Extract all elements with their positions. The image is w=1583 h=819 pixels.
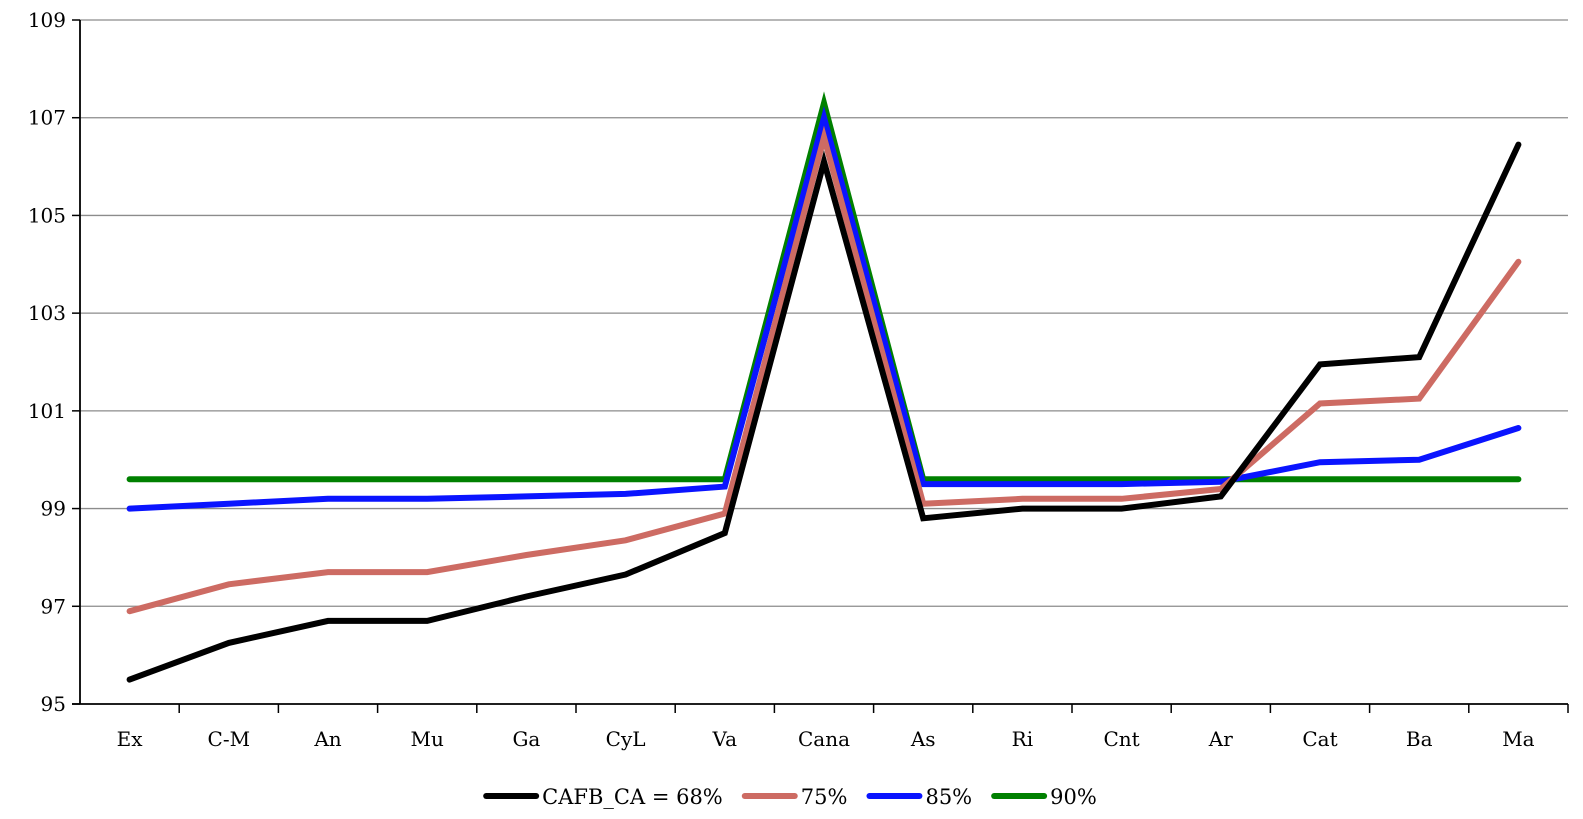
- x-tick-label: Ri: [1012, 727, 1033, 751]
- legend: CAFB_CA = 68% 75% 85% 90%: [483, 785, 1097, 809]
- legend-label: CAFB_CA = 68%: [542, 785, 723, 809]
- x-tick-label: As: [910, 727, 936, 751]
- x-tick-label: CyL: [606, 727, 646, 751]
- x-tick-label: Ex: [117, 727, 144, 751]
- x-tick-label: Ga: [512, 727, 540, 751]
- series-line: [126, 141, 1522, 683]
- legend-label: 75%: [801, 785, 848, 809]
- y-tick-label: 103: [28, 301, 66, 325]
- x-tick-label: C-M: [208, 727, 251, 751]
- x-tick-label: Ba: [1406, 727, 1433, 751]
- y-tick-label: 99: [41, 497, 66, 521]
- x-tick-label: Va: [712, 727, 738, 751]
- y-tick-label: 97: [41, 594, 66, 618]
- legend-label: 85%: [925, 785, 972, 809]
- axes: 95 97 99 101 103 105 107 109 Ex C-M An Mu Ga CyL Va Can…: [28, 8, 1569, 751]
- legend-label: 90%: [1050, 785, 1097, 809]
- series-lines: [126, 91, 1522, 683]
- y-tick-label: 101: [28, 399, 66, 423]
- x-tick-label: Cat: [1302, 727, 1337, 751]
- x-tick-label: Cnt: [1103, 727, 1139, 751]
- x-tick-label: Mu: [411, 727, 444, 751]
- series-line: [126, 106, 1522, 512]
- y-tick-label: 109: [28, 8, 66, 32]
- y-tick-label: 95: [41, 692, 66, 716]
- x-tick-label: Ar: [1208, 727, 1233, 751]
- y-tick-label: 107: [28, 106, 66, 130]
- x-tick-label: Ma: [1502, 727, 1534, 751]
- series-line: [126, 125, 1522, 615]
- x-tick-label: Cana: [798, 727, 850, 751]
- series-line: [126, 91, 1522, 483]
- y-tick-label: 105: [28, 203, 66, 227]
- x-tick-label: An: [313, 727, 341, 751]
